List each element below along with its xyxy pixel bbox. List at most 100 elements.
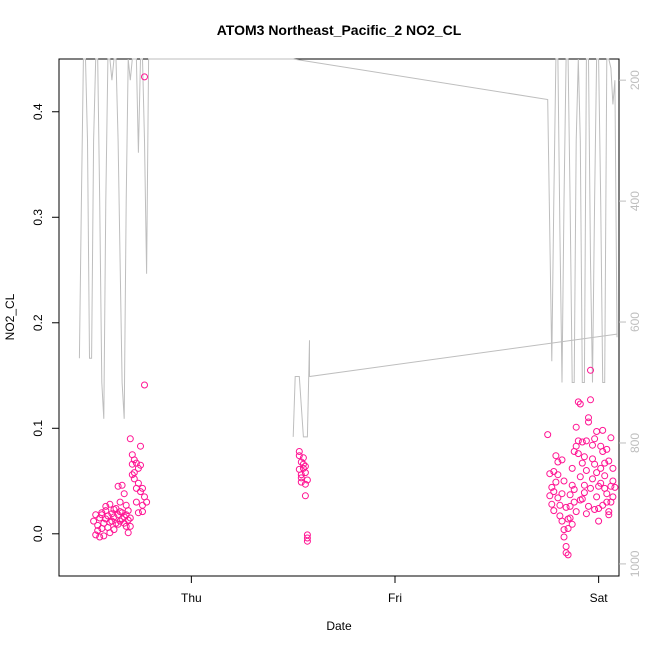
data-point [110, 513, 118, 521]
data-point [591, 460, 599, 468]
data-point [580, 489, 588, 497]
data-point [566, 491, 574, 499]
data-point [114, 482, 122, 490]
data-point [593, 428, 601, 435]
data-point [106, 529, 114, 537]
data-point [580, 481, 588, 489]
data-point [587, 484, 594, 492]
data-point [589, 441, 596, 449]
data-point [558, 456, 566, 464]
y-axis-label: NO2_CL [3, 293, 17, 340]
data-point [546, 492, 554, 500]
data-point [560, 533, 568, 541]
data-point [597, 479, 605, 487]
data-point [605, 508, 613, 516]
data-point [130, 475, 138, 483]
data-point [568, 481, 576, 489]
data-point [548, 500, 556, 508]
data-point [570, 498, 578, 506]
data-point [599, 448, 607, 455]
data-point [118, 481, 126, 489]
data-point [562, 543, 570, 550]
data-point [98, 509, 106, 517]
data-point [558, 490, 566, 498]
data-point [106, 500, 114, 508]
data-point [564, 525, 572, 532]
x-tick-label: Fri [388, 591, 402, 605]
data-point [585, 414, 592, 422]
data-point [295, 448, 303, 455]
data-point [295, 452, 303, 460]
data-point [601, 459, 609, 467]
data-point [96, 533, 104, 541]
data-point [574, 437, 582, 445]
data-point [603, 445, 611, 453]
data-point [605, 511, 613, 519]
data-point [576, 400, 584, 408]
data-point [578, 459, 586, 467]
data-point [137, 442, 144, 450]
x-tick-label: Thu [181, 591, 202, 605]
x-tick-label: Sat [590, 591, 609, 605]
data-point [116, 498, 124, 506]
data-point [544, 431, 552, 439]
right-axis: 200 400 600 800 1000 [619, 70, 642, 577]
data-point [593, 493, 601, 501]
y-tick-label: 0.3 [31, 209, 45, 226]
data-point [126, 435, 134, 443]
data-point [554, 458, 562, 466]
data-point [576, 496, 584, 504]
data-point [122, 522, 130, 530]
data-point [546, 470, 554, 478]
data-point [609, 464, 617, 472]
data-point [137, 461, 144, 469]
right-tick-label: 600 [628, 312, 642, 332]
y-tick-label: 0.2 [31, 314, 45, 331]
data-point [139, 508, 146, 516]
data-point [90, 517, 98, 525]
y-tick-label: 0.4 [31, 103, 45, 120]
data-point [303, 534, 311, 542]
data-point [548, 483, 556, 491]
data-point [134, 509, 142, 517]
data-point [564, 551, 572, 559]
data-point [576, 473, 584, 481]
data-point [611, 483, 619, 491]
data-point [582, 467, 590, 474]
data-point [593, 469, 601, 477]
data-point [554, 471, 562, 479]
x-axis: Thu Fri Sat [181, 576, 608, 605]
data-point [110, 506, 118, 513]
data-point [92, 531, 100, 539]
data-point [560, 477, 568, 485]
data-point [558, 517, 566, 525]
data-point [566, 502, 574, 510]
data-point [554, 494, 562, 502]
data-point [114, 520, 122, 528]
y-tick-label: 0.0 [31, 525, 45, 542]
data-point [601, 472, 609, 480]
data-point [578, 438, 586, 446]
data-point [143, 498, 151, 506]
data-point [550, 488, 558, 496]
data-point [100, 532, 108, 540]
data-point [139, 484, 146, 492]
data-point [141, 73, 148, 81]
data-point [605, 457, 613, 465]
data-point [128, 471, 136, 479]
data-point [585, 418, 592, 426]
data-point [585, 502, 592, 510]
data-point [120, 490, 128, 498]
plot-frame [58, 58, 620, 577]
data-point [297, 478, 305, 486]
data-point [582, 437, 590, 445]
data-point [301, 462, 309, 470]
data-point [595, 517, 603, 525]
y-axis: 0.0 0.1 0.2 0.3 0.4 [31, 103, 59, 542]
data-point [562, 503, 570, 511]
data-point [297, 458, 305, 466]
data-point [564, 515, 572, 523]
data-point [607, 434, 615, 442]
chart-title: ATOM3 Northeast_Pacific_2 NO2_CL [217, 22, 462, 38]
